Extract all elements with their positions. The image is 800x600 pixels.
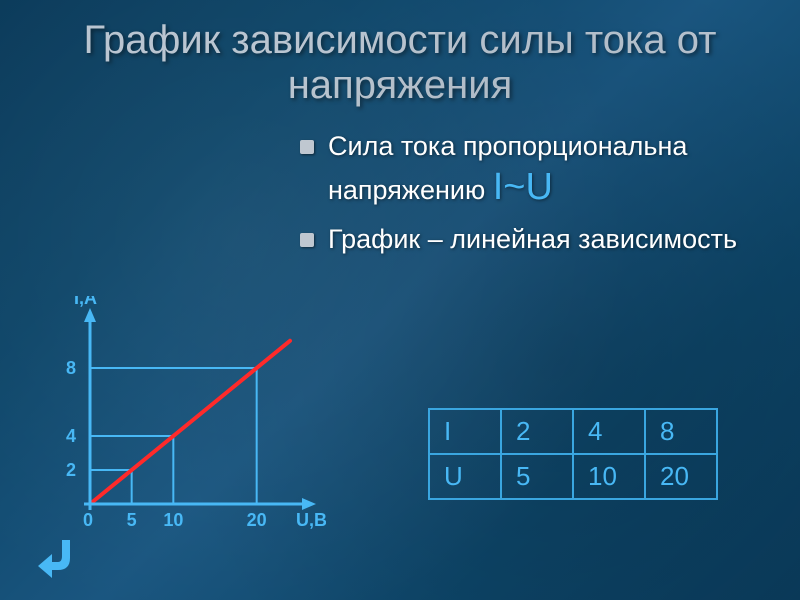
svg-text:5: 5: [127, 510, 137, 530]
svg-text:10: 10: [163, 510, 183, 530]
slide-title: График зависимости силы тока от напряжен…: [0, 0, 800, 120]
svg-text:I,A: I,A: [74, 296, 97, 308]
iv-chart: 5 10 20 0 2 4 8 I,A U,B: [46, 296, 326, 546]
table-row: I 2 4 8: [429, 409, 717, 454]
table-cell: 5: [501, 454, 573, 499]
table-cell: 4: [573, 409, 645, 454]
svg-text:U,B: U,B: [296, 510, 326, 530]
table-cell: I: [429, 409, 501, 454]
table-cell: U: [429, 454, 501, 499]
bullet-text: Сила тока пропорциональна напряжению I~U: [328, 130, 760, 211]
svg-text:4: 4: [66, 426, 76, 446]
table-cell: 8: [645, 409, 717, 454]
svg-text:20: 20: [247, 510, 267, 530]
chart-svg: 5 10 20 0 2 4 8 I,A U,B: [46, 296, 326, 546]
svg-text:8: 8: [66, 358, 76, 378]
table-cell: 10: [573, 454, 645, 499]
bullet-formula: I~U: [493, 166, 553, 208]
back-arrow-svg: [36, 534, 84, 582]
bullet-marker-icon: [300, 233, 314, 247]
bullet-text-prefix: График – линейная зависимость: [328, 224, 737, 254]
bullet-list: Сила тока пропорциональна напряжению I~U…: [300, 130, 760, 257]
bullet-text: График – линейная зависимость: [328, 223, 737, 257]
data-table: I 2 4 8 U 5 10 20: [428, 408, 718, 500]
content-area: Сила тока пропорциональна напряжению I~U…: [0, 130, 800, 257]
svg-text:2: 2: [66, 460, 76, 480]
svg-text:0: 0: [83, 510, 93, 530]
table-cell: 2: [501, 409, 573, 454]
table-row: U 5 10 20: [429, 454, 717, 499]
bullet-item: Сила тока пропорциональна напряжению I~U: [300, 130, 760, 211]
bullet-marker-icon: [300, 140, 314, 154]
back-arrow-icon[interactable]: [36, 534, 84, 582]
bullet-item: График – линейная зависимость: [300, 223, 760, 257]
table-cell: 20: [645, 454, 717, 499]
